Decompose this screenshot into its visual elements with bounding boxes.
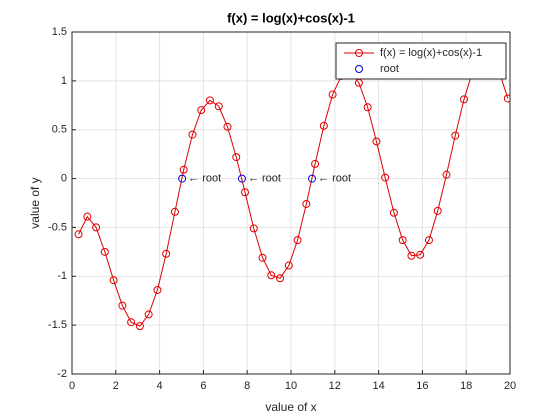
legend-box <box>335 42 507 80</box>
marker <box>249 224 258 233</box>
root-marker <box>237 174 246 183</box>
marker <box>127 318 136 327</box>
y-tick-label: 0.5 <box>52 124 67 136</box>
marker <box>162 249 171 258</box>
marker <box>460 95 469 104</box>
x-tick-label: 20 <box>504 380 516 392</box>
marker <box>118 301 127 310</box>
x-tick-label: 0 <box>69 380 75 392</box>
x-tick-label: 16 <box>416 380 428 392</box>
marker <box>223 122 232 131</box>
marker <box>276 274 285 283</box>
marker <box>284 261 293 270</box>
root-marker <box>178 174 187 183</box>
x-axis-label: value of x <box>265 400 316 414</box>
marker <box>92 223 101 232</box>
y-tick-label: -2 <box>57 368 67 380</box>
marker <box>74 230 83 239</box>
y-axis-label: value of y <box>28 177 42 228</box>
marker <box>407 251 416 260</box>
legend-label: root <box>380 63 399 75</box>
y-tick-label: 1 <box>61 75 67 87</box>
y-tick-label: -0.5 <box>48 221 67 233</box>
marker <box>424 236 433 245</box>
marker <box>258 253 267 262</box>
marker <box>214 102 223 111</box>
marker <box>416 250 425 259</box>
marker <box>372 137 381 146</box>
y-tick-label: 0 <box>61 172 67 184</box>
annotation: ← root <box>318 172 351 184</box>
marker <box>267 271 276 280</box>
x-tick-label: 4 <box>157 380 163 392</box>
marker <box>433 206 442 215</box>
legend-label: f(x) = log(x)+cos(x)-1 <box>380 47 482 59</box>
marker <box>197 106 206 115</box>
x-tick-label: 2 <box>113 380 119 392</box>
marker <box>100 247 109 256</box>
marker <box>232 153 241 162</box>
marker <box>319 121 328 130</box>
y-tick-label: 1.5 <box>52 26 67 38</box>
root-marker <box>308 174 317 183</box>
marker <box>188 130 197 139</box>
marker <box>503 94 510 103</box>
marker <box>442 170 451 179</box>
marker <box>135 322 144 331</box>
marker <box>451 131 460 140</box>
marker <box>302 199 311 208</box>
line <box>78 54 509 327</box>
marker <box>293 236 302 245</box>
x-tick-label: 8 <box>244 380 250 392</box>
y-tick-label: -1.5 <box>48 319 67 331</box>
x-tick-label: 14 <box>372 380 384 392</box>
axes-box <box>71 31 511 375</box>
x-tick-label: 18 <box>460 380 472 392</box>
x-tick-label: 10 <box>285 380 297 392</box>
marker <box>241 188 250 197</box>
marker <box>109 276 118 285</box>
marker <box>179 165 188 174</box>
legend-marker <box>355 65 363 73</box>
marker <box>328 90 337 99</box>
marker <box>363 103 372 112</box>
marker <box>144 310 153 319</box>
marker <box>205 96 214 105</box>
marker <box>389 208 398 217</box>
x-tick-label: 12 <box>329 380 341 392</box>
y-tick-label: -1 <box>57 270 67 282</box>
annotation: ← root <box>188 172 221 184</box>
legend-marker <box>355 49 363 57</box>
plot-group <box>74 51 510 331</box>
annotation: ← root <box>248 172 281 184</box>
x-tick-label: 6 <box>200 380 206 392</box>
marker <box>153 285 162 294</box>
chart-title: f(x) = log(x)+cos(x)-1 <box>227 10 355 25</box>
marker <box>311 159 320 168</box>
marker <box>398 236 407 245</box>
marker <box>170 207 179 216</box>
marker <box>381 173 390 182</box>
marker <box>83 212 92 221</box>
